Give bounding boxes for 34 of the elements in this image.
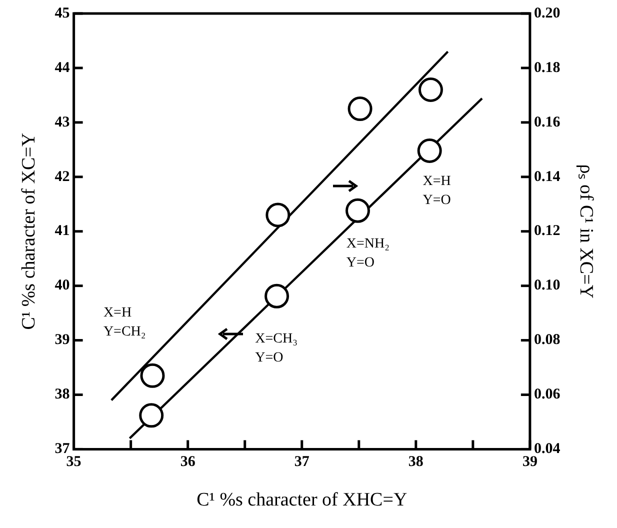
y-tick-label: 39 — [54, 332, 70, 348]
annotation: X=NH₂ Y=O — [346, 236, 390, 270]
y2-tick-label: 0.06 — [534, 386, 561, 403]
y2-tick-label: 0.10 — [534, 278, 560, 294]
point — [346, 198, 370, 223]
y2-tick-label: 0.08 — [534, 332, 560, 348]
y2-tick-label: 0.20 — [534, 5, 560, 22]
point — [139, 403, 164, 428]
annotation: X=H Y=CH₂ — [103, 306, 146, 340]
x-axis-title: C¹ %s character of XHC=Y — [196, 490, 408, 511]
y-tick-label: 45 — [54, 5, 70, 22]
y-tick-label: 40 — [54, 278, 70, 294]
y2-tick-label: 0.14 — [534, 168, 561, 185]
annotation: X=H Y=O — [422, 174, 451, 208]
point — [266, 202, 290, 228]
y-tick-label: 42 — [54, 168, 70, 185]
point — [418, 78, 443, 102]
y2-tick-label: 0.18 — [534, 60, 560, 76]
point — [417, 138, 442, 163]
point — [264, 284, 290, 308]
y2-tick-label: 0.12 — [534, 223, 560, 240]
y-tick-label: 44 — [54, 60, 70, 76]
y-tick-label: 43 — [54, 114, 70, 130]
x-tick-label: 37 — [294, 454, 310, 470]
x-tick-label: 38 — [408, 454, 424, 470]
annotation: X=CH₃ Y=O — [255, 332, 298, 366]
y-tick-label: 41 — [54, 223, 70, 240]
y-tick-label: 38 — [54, 386, 70, 403]
x-tick-label: 36 — [180, 454, 196, 470]
y-axis-title: C¹ %s character of XC=Y — [18, 132, 40, 330]
y2-axis-title: ρₛ of C¹ in XC=Y — [576, 164, 597, 299]
point — [348, 96, 372, 122]
point — [140, 363, 165, 388]
y2-tick-label: 0.16 — [534, 114, 561, 130]
